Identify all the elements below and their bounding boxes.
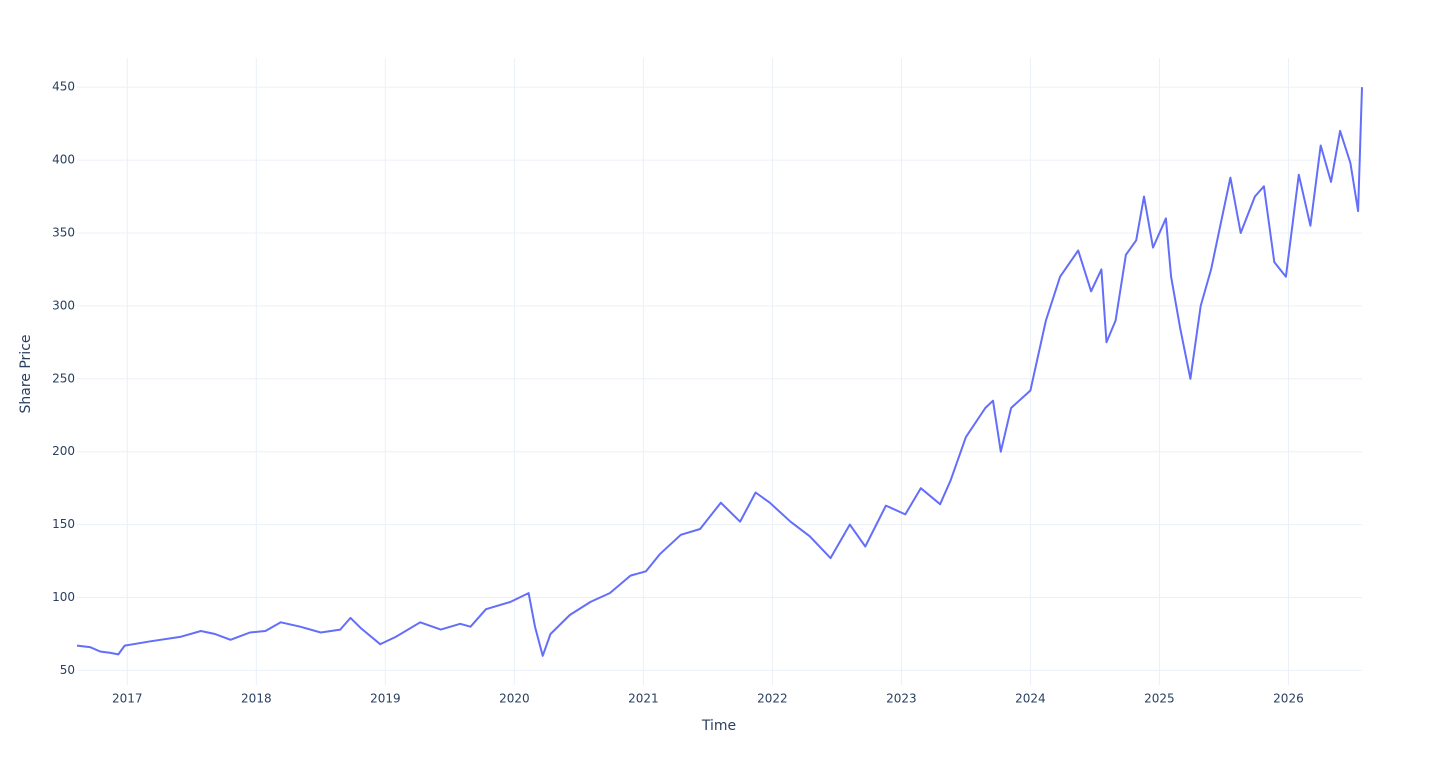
x-tick-label: 2023 xyxy=(886,692,917,706)
x-tick-label: 2024 xyxy=(1015,692,1046,706)
y-axis-title: Share Price xyxy=(18,334,34,413)
x-tick-label: 2017 xyxy=(112,692,143,706)
line-series xyxy=(76,87,1363,657)
x-tick-label: 2021 xyxy=(628,692,659,706)
y-tick-label: 250 xyxy=(52,371,75,385)
y-tick-label: 350 xyxy=(52,225,75,239)
x-axis-title: Time xyxy=(701,718,736,734)
y-tick-label: 400 xyxy=(52,153,75,167)
x-tick-label: 2026 xyxy=(1273,692,1304,706)
x-tick-label: 2018 xyxy=(241,692,272,706)
x-tick-label: 2022 xyxy=(757,692,788,706)
x-tick-label: 2020 xyxy=(499,692,530,706)
y-tick-label: 100 xyxy=(52,590,75,604)
y-tick-label: 150 xyxy=(52,517,75,531)
y-tick-label: 300 xyxy=(52,298,75,312)
x-tick-label: 2019 xyxy=(370,692,401,706)
y-tick-label: 450 xyxy=(52,80,75,94)
y-tick-label: 50 xyxy=(60,663,75,677)
y-tick-label: 200 xyxy=(52,444,75,458)
x-tick-label: 2025 xyxy=(1144,692,1175,706)
